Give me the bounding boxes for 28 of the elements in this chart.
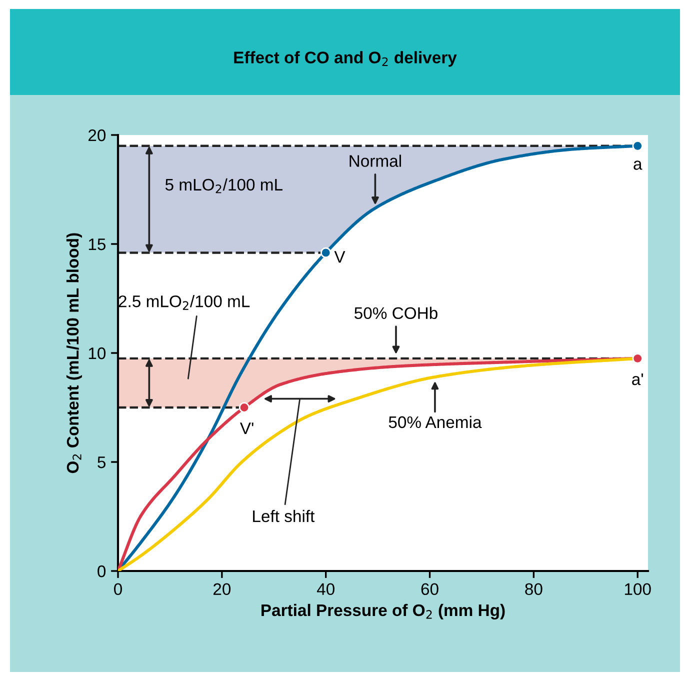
point bbox=[632, 353, 643, 364]
annotation: a bbox=[634, 160, 642, 170]
point bbox=[238, 402, 250, 413]
y-tick-label: 10 bbox=[88, 347, 106, 360]
band-label: 5 mLO$_{2}$/100 mL bbox=[165, 178, 282, 194]
y-tick-label: 5 bbox=[98, 456, 106, 468]
x-tick-label: 100 bbox=[624, 583, 651, 596]
x-tick-label: 40 bbox=[316, 583, 334, 596]
y-axis-title: O$_{2}$ Content (mL/100 mL blood) bbox=[66, 233, 82, 474]
annotation: V bbox=[334, 251, 346, 263]
annotation: Left shift bbox=[253, 510, 315, 522]
band-label: 2.5 mLO$_{2}$/100 mL bbox=[118, 295, 250, 310]
annotation: 50% COHb bbox=[354, 306, 438, 320]
x-tick-label: 60 bbox=[421, 583, 438, 596]
annotation: a' bbox=[632, 374, 643, 386]
x-axis-title: Partial Pressure of O$_{2}$ (mm Hg) bbox=[262, 604, 505, 620]
y-tick-label: 15 bbox=[88, 238, 106, 250]
annotation: Normal bbox=[350, 154, 401, 167]
y-tick-label: 0 bbox=[98, 565, 106, 578]
x-tick-label: 20 bbox=[213, 583, 231, 596]
chart-title: Effect of CO and O$_{2}$ delivery bbox=[234, 51, 457, 67]
point bbox=[320, 247, 332, 258]
annotation: 50% Anemia bbox=[388, 416, 482, 428]
x-tick-label: 80 bbox=[525, 583, 542, 596]
x-tick-label: 0 bbox=[114, 583, 122, 596]
y-tick-label: 20 bbox=[88, 129, 106, 142]
annotation: V' bbox=[240, 422, 254, 434]
point bbox=[632, 140, 643, 152]
